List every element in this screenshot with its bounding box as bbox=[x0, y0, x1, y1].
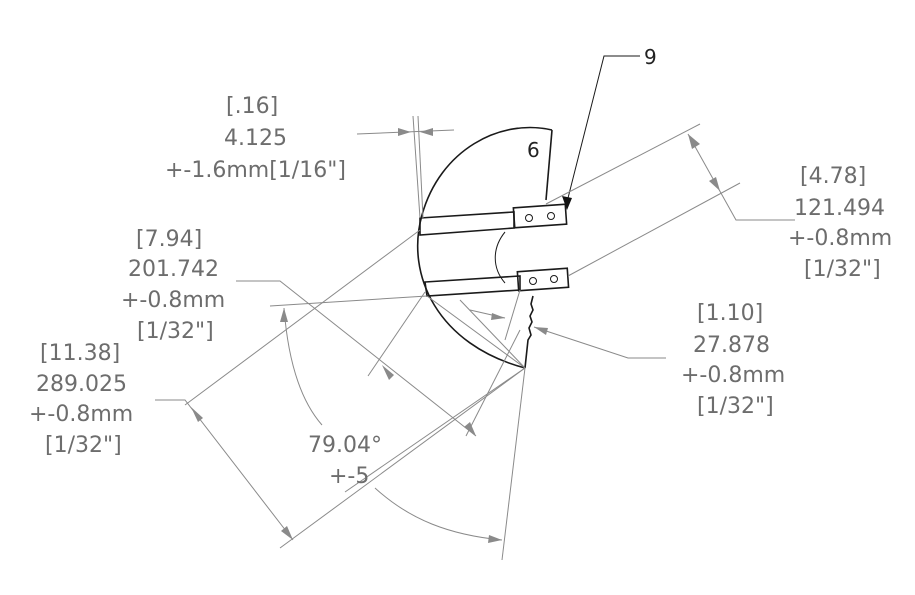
right-lower-value: 27.878 bbox=[693, 333, 770, 358]
internal-line-3 bbox=[459, 299, 526, 369]
right-upper-ext-1 bbox=[545, 123, 701, 205]
upper-rail bbox=[419, 211, 515, 236]
angle-arrow-2 bbox=[488, 535, 502, 543]
right-upper-arrow-1 bbox=[688, 134, 700, 149]
inner-arc bbox=[494, 231, 506, 284]
right-upper-tol: +-0.8mm bbox=[788, 226, 892, 251]
angle-value: 79.04° bbox=[308, 433, 382, 458]
right-upper-value: 121.494 bbox=[794, 196, 885, 221]
internal-line-2 bbox=[504, 289, 521, 341]
angle-tol: +-5 bbox=[329, 464, 369, 489]
left-middle-arrow-2 bbox=[464, 422, 476, 436]
plate-arc bbox=[416, 126, 553, 369]
left-middle-leader bbox=[236, 280, 477, 437]
internal-line-1 bbox=[426, 295, 526, 369]
angle-arrow-1 bbox=[280, 308, 288, 322]
right-upper-dimline bbox=[687, 133, 795, 221]
part-outline bbox=[416, 126, 570, 369]
top-offset-ext-1 bbox=[412, 115, 421, 219]
left-middle-value: 201.742 bbox=[128, 257, 219, 282]
right-upper-ref: [4.78] bbox=[800, 164, 866, 189]
left-lower-tol-frac: [1/32"] bbox=[45, 433, 122, 458]
upper-hole-2 bbox=[547, 212, 555, 220]
right-lower-tol: +-0.8mm bbox=[681, 363, 785, 388]
angle-ext-3 bbox=[344, 367, 526, 493]
right-lower-tol-frac: [1/32"] bbox=[697, 394, 774, 419]
left-lower-ext-1 bbox=[184, 229, 421, 406]
dimension-left-middle: [7.94] 201.742 +-0.8mm [1/32"] bbox=[121, 227, 521, 437]
lower-hole-2 bbox=[550, 275, 558, 283]
right-lower-arrow bbox=[534, 327, 548, 335]
angle-ext-2 bbox=[501, 367, 526, 561]
top-offset-ref: [.16] bbox=[226, 94, 278, 119]
balloon-9-arrowhead bbox=[562, 196, 572, 210]
top-offset-value: 4.125 bbox=[224, 126, 287, 151]
dimension-left-lower: [11.38] 289.025 +-0.8mm [1/32"] bbox=[29, 229, 526, 549]
dimension-angle: 79.04° +-5 bbox=[269, 295, 526, 561]
right-upper-tol-frac: [1/32"] bbox=[804, 257, 881, 282]
right-upper-ext-2 bbox=[567, 182, 741, 277]
plate-top-edge bbox=[545, 129, 553, 201]
left-lower-tol: +-0.8mm bbox=[29, 402, 133, 427]
dimension-top-offset: [.16] 4.125 +-1.6mm[1/16"] bbox=[165, 94, 455, 219]
right-upper-arrow-2 bbox=[709, 177, 720, 191]
lower-hole-1 bbox=[529, 277, 537, 285]
lower-rail bbox=[424, 275, 521, 297]
upper-bracket bbox=[512, 203, 568, 229]
left-lower-arrow-2 bbox=[281, 526, 293, 540]
part-number-label: 6 bbox=[527, 138, 540, 162]
balloon-9-leader bbox=[566, 55, 640, 203]
top-offset-ext-2 bbox=[417, 115, 424, 219]
left-middle-tol-frac: [1/32"] bbox=[137, 319, 214, 344]
angle-ext-1 bbox=[269, 295, 428, 307]
left-lower-ref: [11.38] bbox=[40, 341, 120, 366]
top-offset-arrow-1 bbox=[398, 128, 411, 136]
upper-hole-1 bbox=[525, 214, 533, 222]
dimension-right-lower: [1.10] 27.878 +-0.8mm [1/32"] bbox=[469, 301, 785, 419]
left-lower-dimline bbox=[155, 399, 294, 541]
left-middle-ext-1 bbox=[367, 291, 426, 377]
right-lower-leader bbox=[533, 326, 666, 359]
left-middle-ext-2 bbox=[465, 329, 521, 437]
plate-bottom-edge bbox=[524, 295, 534, 369]
balloon-9: 9 bbox=[562, 45, 657, 210]
left-middle-arrow-1 bbox=[382, 365, 394, 380]
angle-arc-upper bbox=[283, 307, 323, 426]
left-lower-arrow-1 bbox=[191, 407, 203, 422]
lower-bracket bbox=[516, 267, 570, 292]
left-lower-value: 289.025 bbox=[36, 372, 127, 397]
left-lower-ext-2 bbox=[279, 367, 526, 549]
right-lower-ref: [1.10] bbox=[697, 301, 763, 326]
left-middle-ref: [7.94] bbox=[136, 227, 202, 252]
top-offset-tol: +-1.6mm[1/16"] bbox=[165, 158, 346, 183]
right-lower-arrow-2 bbox=[491, 313, 505, 320]
balloon-9-label: 9 bbox=[644, 45, 657, 69]
dimension-right-upper: [4.78] 121.494 +-0.8mm [1/32"] bbox=[545, 123, 892, 282]
angle-arc-lower bbox=[374, 487, 503, 541]
top-offset-arrow-2 bbox=[420, 128, 433, 136]
left-middle-tol: +-0.8mm bbox=[121, 288, 225, 313]
